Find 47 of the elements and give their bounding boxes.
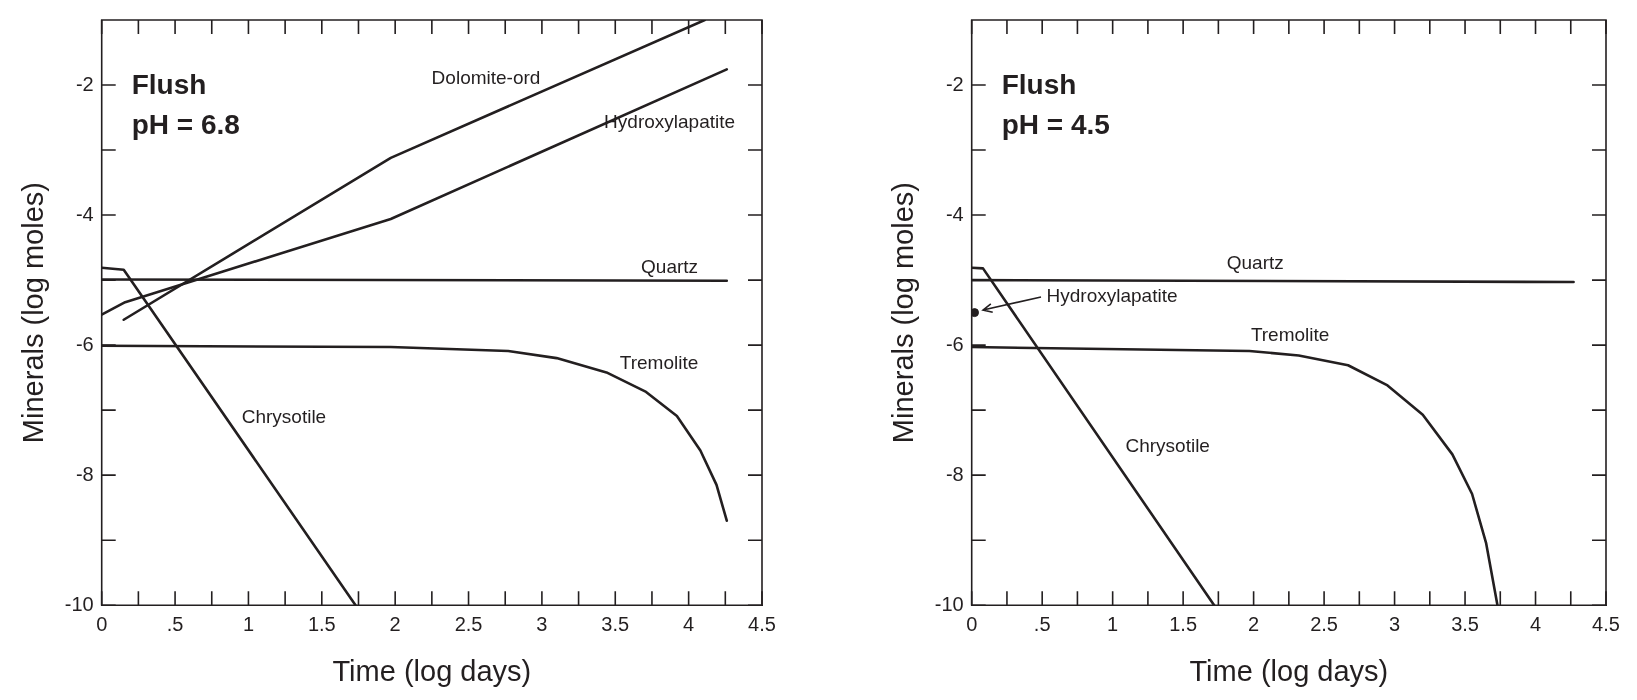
x-tick-label: 4 [683, 612, 695, 635]
y-tick-label: -2 [945, 72, 964, 95]
y-tick-label: -4 [945, 202, 964, 225]
y-tick-label: -4 [75, 202, 94, 225]
x-axis-title: Time (log days) [332, 654, 532, 687]
text: pH = 6.8 [131, 108, 240, 140]
x-tick-label: 3.5 [601, 612, 630, 635]
x-tick-label: 1 [1107, 612, 1119, 635]
x-tick-label: 3 [536, 612, 548, 635]
y-axis-title: Minerals (log moles) [17, 182, 50, 444]
series-label: Dolomite-ord [431, 67, 541, 89]
x-tick-label: 4.5 [748, 612, 776, 635]
x-tick-label: 1.5 [1169, 612, 1198, 635]
series-label: Chrysotile [1125, 434, 1210, 456]
x-tick-label: 4.5 [1592, 612, 1620, 635]
x-tick-label: .5 [166, 612, 184, 635]
series-label: Hydroxylapatite [604, 110, 736, 132]
x-tick-label: 2.5 [1310, 612, 1338, 635]
series-label: Tremolite [619, 352, 699, 374]
x-axis-title: Time (log days) [1189, 654, 1389, 687]
y-tick-label: -10 [64, 592, 94, 615]
x-tick-label: 2.5 [454, 612, 483, 635]
x-tick-label: .5 [1033, 612, 1051, 635]
x-tick-label: 4 [1529, 612, 1542, 635]
y-tick-label: -2 [75, 72, 94, 95]
x-tick-label: 0 [96, 612, 108, 635]
x-tick-label: 0 [966, 612, 978, 635]
x-tick-label: 1 [242, 612, 254, 635]
x-tick-label: 3 [1389, 612, 1401, 635]
y-tick-label: -6 [75, 332, 94, 355]
y-tick-label: -10 [934, 592, 964, 615]
y-axis-title: Minerals (log moles) [887, 182, 920, 444]
x-tick-label: 3.5 [1451, 612, 1479, 635]
x-tick-label: 1.5 [307, 612, 336, 635]
series-label: Quartz [641, 255, 699, 277]
text: Flush [1001, 68, 1077, 100]
x-tick-label: 2 [389, 612, 401, 635]
annotation: Hydroxylapatite [1046, 284, 1178, 306]
series-label: Tremolite [1250, 324, 1330, 346]
text: Flush [131, 68, 207, 100]
y-tick-label: -6 [945, 332, 964, 355]
series-label: Quartz [1226, 252, 1284, 274]
y-tick-label: -8 [75, 462, 94, 485]
x-tick-label: 2 [1248, 612, 1260, 635]
series-label: Chrysotile [241, 406, 327, 428]
y-tick-label: -8 [945, 462, 964, 485]
text: pH = 4.5 [1001, 108, 1110, 140]
